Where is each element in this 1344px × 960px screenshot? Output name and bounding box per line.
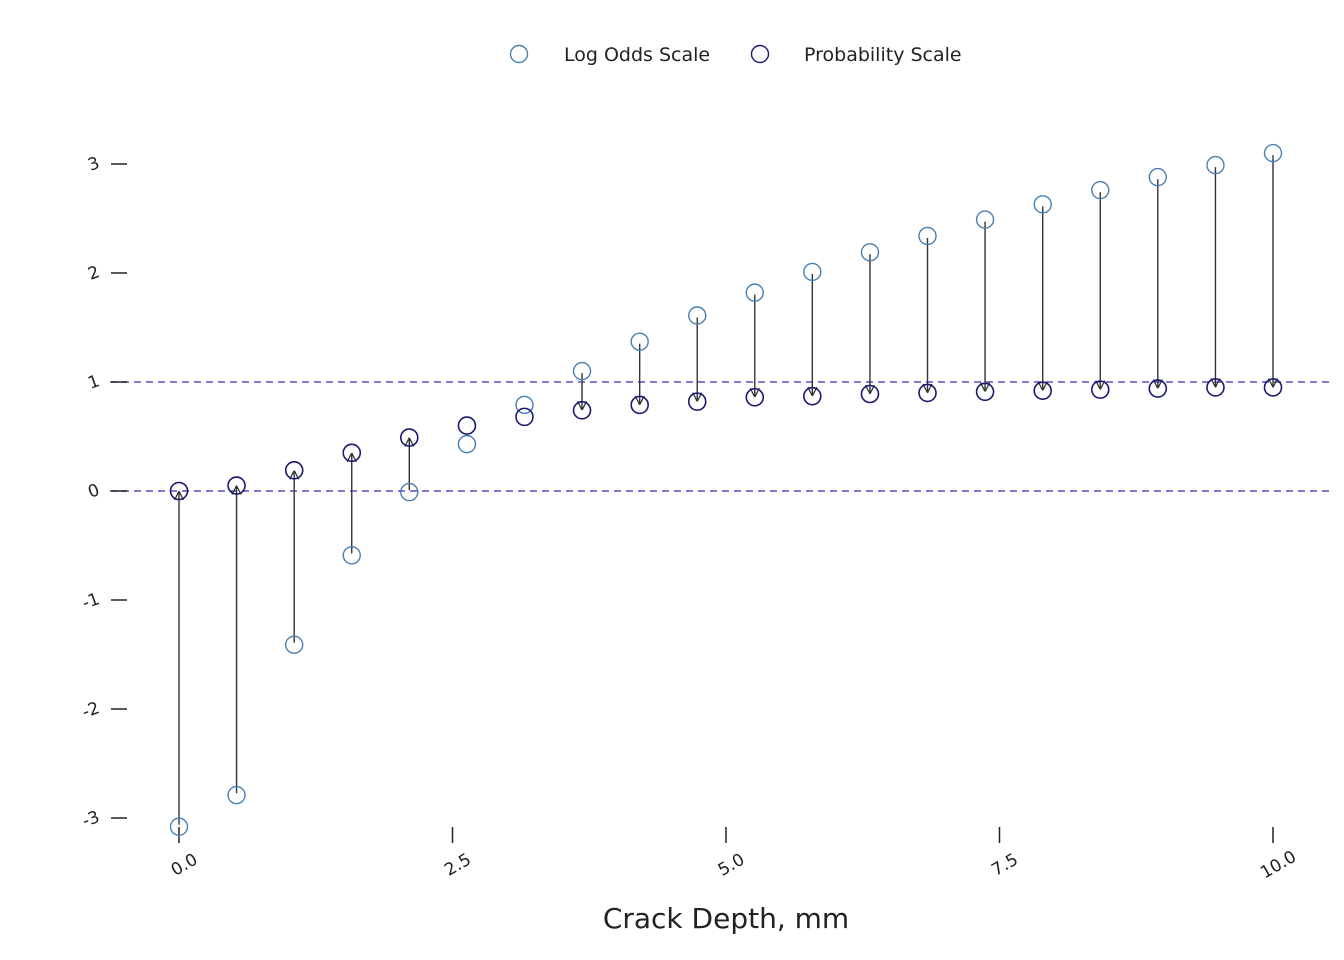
log-odds-point xyxy=(1033,195,1052,214)
log-odds-point xyxy=(1148,167,1168,187)
y-tick-label: -2 xyxy=(80,698,103,723)
probability-point xyxy=(515,407,534,427)
log-odds-point xyxy=(630,332,649,351)
log-odds-point xyxy=(400,482,419,502)
series-probability xyxy=(169,378,1283,501)
log-odds-point xyxy=(169,817,189,836)
y-tick-label: -1 xyxy=(80,589,103,614)
probability-point xyxy=(227,476,246,495)
log-odds-point xyxy=(457,434,477,454)
legend: Log Odds Scale Probability Scale xyxy=(509,44,962,66)
series-log-odds xyxy=(169,143,1283,836)
log-odds-point xyxy=(860,243,880,262)
x-tick-label: 10.0 xyxy=(1257,847,1300,883)
y-tick-label: 3 xyxy=(85,153,102,175)
probability-point xyxy=(803,386,822,406)
probability-point xyxy=(975,382,995,402)
probability-point xyxy=(457,416,477,435)
probability-point xyxy=(399,428,419,447)
probability-point xyxy=(918,383,937,403)
probability-point xyxy=(687,392,707,411)
probability-point xyxy=(169,481,189,501)
probability-point xyxy=(1206,378,1225,397)
log-odds-point xyxy=(745,283,764,302)
log-odds-point xyxy=(918,226,937,246)
log-odds-point xyxy=(1091,180,1110,200)
reference-lines xyxy=(110,381,1330,492)
y-tick-label: 1 xyxy=(85,371,102,393)
probability-point xyxy=(630,395,649,415)
log-odds-point xyxy=(572,361,592,381)
y-tick-label: -3 xyxy=(80,807,103,832)
legend-label-probability: Probability Scale xyxy=(804,44,962,66)
x-tick-label: 5.0 xyxy=(715,850,748,881)
log-odds-point xyxy=(342,546,361,565)
log-odds-point xyxy=(688,306,707,325)
probability-point xyxy=(1033,381,1053,401)
log-odds-point xyxy=(975,210,995,229)
y-axis: -3 -2 -1 0 1 2 3 xyxy=(80,153,127,832)
probability-point xyxy=(1148,379,1168,398)
probability-point xyxy=(1263,378,1283,397)
log-odds-point xyxy=(803,262,822,282)
legend-marker-log-odds xyxy=(509,44,529,64)
probability-point xyxy=(745,387,765,407)
log-odds-point xyxy=(284,635,304,654)
y-tick-label: 0 xyxy=(85,480,102,502)
legend-label-log-odds: Log Odds Scale xyxy=(564,44,710,66)
x-axis-title: Crack Depth, mm xyxy=(603,902,849,935)
x-tick-label: 0.0 xyxy=(168,850,201,881)
probability-point xyxy=(1090,380,1110,399)
x-axis: 0.0 2.5 5.0 7.5 10.0 xyxy=(168,827,1300,883)
log-odds-point xyxy=(1206,155,1225,175)
log-odds-point xyxy=(515,395,534,415)
x-tick-label: 2.5 xyxy=(441,850,474,881)
y-tick-label: 2 xyxy=(85,262,102,284)
probability-point xyxy=(572,401,592,420)
x-tick-label: 7.5 xyxy=(988,850,1021,881)
legend-marker-probability xyxy=(750,44,770,64)
log-odds-point xyxy=(227,785,246,805)
probability-point xyxy=(342,443,362,463)
probability-point xyxy=(860,384,880,404)
arrows xyxy=(179,155,1273,825)
probability-point xyxy=(284,460,304,480)
log-odds-point xyxy=(1263,143,1283,163)
